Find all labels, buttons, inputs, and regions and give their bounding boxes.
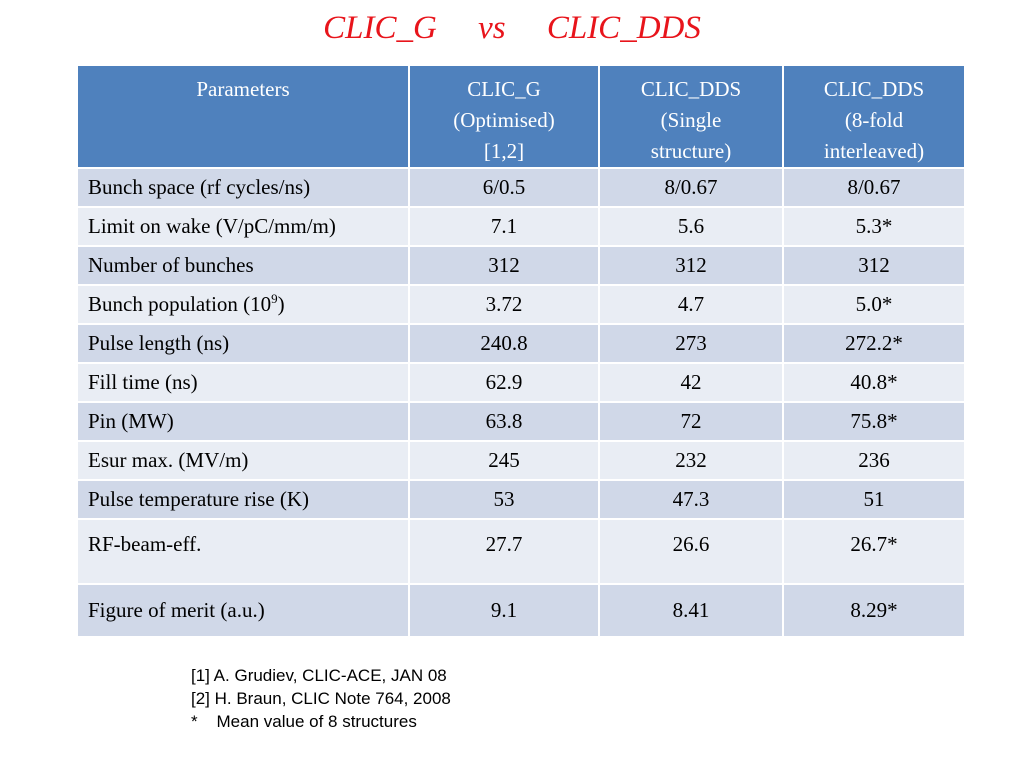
table-cell: 312 xyxy=(598,245,784,286)
table-cell: 5.6 xyxy=(598,206,784,247)
table-cell: 3.72 xyxy=(408,284,600,325)
footnote: * Mean value of 8 structures xyxy=(191,712,417,731)
table-cell: 8/0.67 xyxy=(782,167,966,208)
row-label: Number of bunches xyxy=(76,245,410,286)
table-cell: 245 xyxy=(408,440,600,481)
table-cell: 62.9 xyxy=(408,362,600,403)
row-label: Pin (MW) xyxy=(76,401,410,442)
footnotes: [1] A. Grudiev, CLIC-ACE, JAN 08 [2] H. … xyxy=(191,664,451,733)
table-cell: 51 xyxy=(782,479,966,520)
header-clic-dds-interleaved: CLIC_DDS (8-fold interleaved) xyxy=(782,64,966,169)
table-cell: 240.8 xyxy=(408,323,600,364)
table-header-row: Parameters CLIC_G (Optimised) [1,2] CLIC… xyxy=(76,64,966,169)
table-cell: 6/0.5 xyxy=(408,167,600,208)
row-label: Pulse length (ns) xyxy=(76,323,410,364)
comparison-table: Parameters CLIC_G (Optimised) [1,2] CLIC… xyxy=(76,64,966,638)
table-cell: 40.8* xyxy=(782,362,966,403)
table-row: Number of bunches 312 312 312 xyxy=(76,245,966,286)
table-cell: 273 xyxy=(598,323,784,364)
table-row: Pin (MW) 63.8 72 75.8* xyxy=(76,401,966,442)
table-cell: 232 xyxy=(598,440,784,481)
table-cell: 42 xyxy=(598,362,784,403)
table-row: Fill time (ns) 62.9 42 40.8* xyxy=(76,362,966,403)
table-cell: 47.3 xyxy=(598,479,784,520)
table-cell: 8/0.67 xyxy=(598,167,784,208)
table-row: Figure of merit (a.u.) 9.1 8.41 8.29* xyxy=(76,583,966,638)
table-cell: 72 xyxy=(598,401,784,442)
footnote: [1] A. Grudiev, CLIC-ACE, JAN 08 xyxy=(191,666,447,685)
header-clic-g: CLIC_G (Optimised) [1,2] xyxy=(408,64,600,169)
table-row: RF-beam-eff. 27.7 26.6 26.7* xyxy=(76,518,966,585)
footnote: [2] H. Braun, CLIC Note 764, 2008 xyxy=(191,689,451,708)
slide-title: CLIC_G vs CLIC_DDS xyxy=(323,10,701,46)
table-cell: 4.7 xyxy=(598,284,784,325)
table-cell: 236 xyxy=(782,440,966,481)
row-label: Figure of merit (a.u.) xyxy=(76,583,410,638)
row-label: Bunch space (rf cycles/ns) xyxy=(76,167,410,208)
table-row: Bunch population (109) 3.72 4.7 5.0* xyxy=(76,284,966,325)
table-cell: 7.1 xyxy=(408,206,600,247)
table-cell: 312 xyxy=(408,245,600,286)
row-label: Limit on wake (V/pC/mm/m) xyxy=(76,206,410,247)
row-label: Pulse temperature rise (K) xyxy=(76,479,410,520)
row-label: Fill time (ns) xyxy=(76,362,410,403)
row-label: RF-beam-eff. xyxy=(76,518,410,585)
table-cell: 8.29* xyxy=(782,583,966,638)
table-cell: 5.3* xyxy=(782,206,966,247)
table-cell: 8.41 xyxy=(598,583,784,638)
table-cell: 26.7* xyxy=(782,518,966,585)
row-label: Esur max. (MV/m) xyxy=(76,440,410,481)
table-row: Limit on wake (V/pC/mm/m) 7.1 5.6 5.3* xyxy=(76,206,966,247)
table-cell: 63.8 xyxy=(408,401,600,442)
table-cell: 26.6 xyxy=(598,518,784,585)
table-row: Pulse length (ns) 240.8 273 272.2* xyxy=(76,323,966,364)
table-cell: 5.0* xyxy=(782,284,966,325)
table-row: Bunch space (rf cycles/ns) 6/0.5 8/0.67 8/0… xyxy=(76,167,966,208)
table-cell: 9.1 xyxy=(408,583,600,638)
table-row: Pulse temperature rise (K) 53 47.3 51 xyxy=(76,479,966,520)
table-cell: 27.7 xyxy=(408,518,600,585)
header-parameters: Parameters xyxy=(76,64,410,169)
row-label: Bunch population (109) xyxy=(76,284,410,325)
table-cell: 312 xyxy=(782,245,966,286)
header-clic-dds-single: CLIC_DDS (Single structure) xyxy=(598,64,784,169)
table-row: Esur max. (MV/m) 245 232 236 xyxy=(76,440,966,481)
table-cell: 272.2* xyxy=(782,323,966,364)
table-cell: 75.8* xyxy=(782,401,966,442)
table-cell: 53 xyxy=(408,479,600,520)
